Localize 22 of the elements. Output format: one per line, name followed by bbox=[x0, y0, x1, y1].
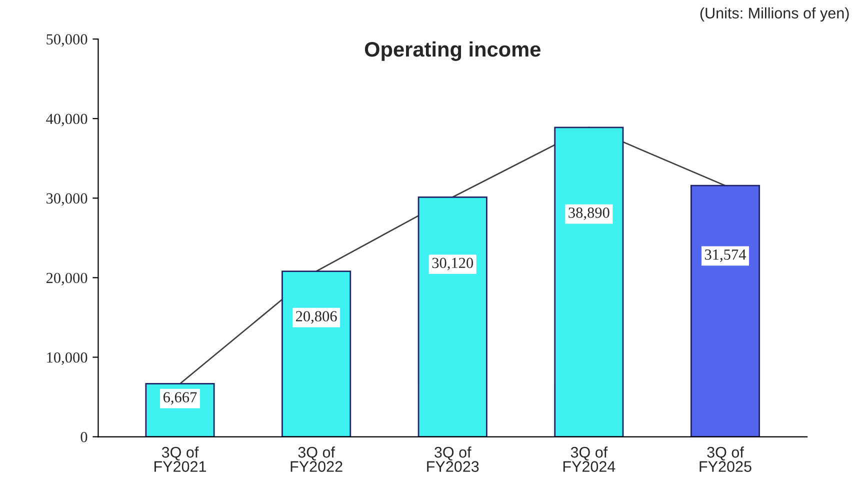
bar bbox=[282, 270, 352, 437]
bar bbox=[554, 126, 624, 437]
y-tick-label: 10,000 bbox=[47, 352, 88, 365]
x-tick-label: 3Q of FY2025 bbox=[700, 446, 752, 472]
data-label: 30,120 bbox=[432, 258, 474, 270]
y-tick-label: 20,000 bbox=[46, 272, 88, 286]
y-tick-label: 30,000 bbox=[46, 193, 88, 206]
x-tick-label: 3Q of FY2022 bbox=[290, 446, 342, 472]
data-label: 38,890 bbox=[568, 208, 610, 220]
text: (Units: Millions of yen) bbox=[700, 7, 849, 22]
data-label: 31,574 bbox=[704, 249, 746, 262]
data-label: 20,806 bbox=[296, 311, 337, 324]
chart-title: Operating income bbox=[364, 41, 540, 61]
bar bbox=[690, 184, 760, 437]
x-tick-label: 3Q of FY2023 bbox=[427, 446, 479, 472]
x-tick-label: 3Q of FY2021 bbox=[154, 446, 206, 472]
data-label: 6,667 bbox=[163, 392, 197, 405]
y-tick-label: 0 bbox=[80, 432, 88, 442]
y-tick-label: 40,000 bbox=[46, 114, 88, 126]
y-tick-label: 50,000 bbox=[46, 34, 88, 47]
x-tick-label: 3Q of FY2024 bbox=[563, 446, 616, 472]
bar bbox=[418, 196, 488, 437]
